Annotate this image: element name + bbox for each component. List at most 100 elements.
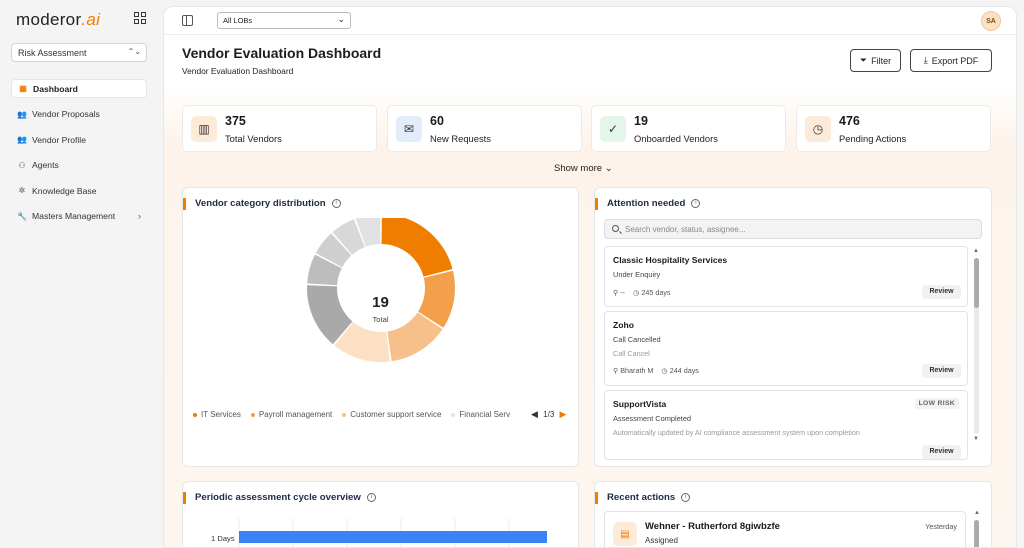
user-icon: ⚲ (613, 288, 621, 297)
donut-slice[interactable] (307, 254, 342, 286)
sidebar-item-knowledge-base[interactable]: ✲ Knowledge Base (11, 181, 147, 200)
show-more-toggle[interactable]: Show more ⌄ (554, 163, 613, 174)
sidebar-item-vendor-profile[interactable]: 👥 Vendor Profile (11, 130, 147, 149)
clock-icon: ◷ (661, 366, 670, 375)
filter-icon: ⏷ (859, 55, 868, 65)
sidebar-item-dashboard[interactable]: ▦ Dashboard (11, 79, 147, 98)
sidebar-toggle-icon[interactable] (182, 15, 193, 26)
legend-swatch (451, 412, 456, 417)
clock-icon: ◷ (633, 288, 642, 297)
donut-slice[interactable] (387, 312, 443, 362)
attention-item[interactable]: SupportVista LOW RISK Assessment Complet… (604, 390, 968, 460)
attention-card: Attention needed i Search vendor, status,… (594, 187, 992, 467)
info-icon[interactable]: i (691, 198, 701, 208)
vendor-status: Call Cancelled (613, 335, 661, 344)
attention-search-input[interactable]: Search vendor, status, assignee... (604, 219, 982, 239)
recent-action-status: Assigned (645, 536, 678, 545)
attention-item[interactable]: Classic Hospitality Services Under Enqui… (604, 246, 968, 307)
export-pdf-button[interactable]: ⤓ Export PDF (910, 49, 992, 72)
vendor-name: Classic Hospitality Services (613, 255, 728, 265)
card-title: Recent actions i (595, 492, 691, 504)
legend-pager: ◀ 1/3 ▶ (531, 409, 566, 420)
vendor-name: SupportVista (613, 399, 667, 409)
dashboard-content: Vendor Evaluation Dashboard Vendor Evalu… (164, 35, 1016, 547)
stat-value: 60 (430, 114, 444, 128)
clipboard-icon: ▤ (613, 522, 637, 546)
vendor-status: Under Enquiry (613, 270, 661, 279)
donut-slice[interactable] (334, 322, 390, 362)
user-avatar[interactable]: SA (981, 11, 1001, 31)
scroll-up-icon[interactable]: ▲ (974, 510, 980, 516)
vendor-status: Assessment Completed (613, 414, 692, 423)
item-meta: ⚲ Bharath M ◷ 244 days (613, 366, 699, 375)
donut-slice[interactable] (315, 233, 352, 268)
legend-item[interactable]: Financial Serv (451, 410, 510, 419)
stat-value: 19 (634, 114, 648, 128)
stat-label: New Requests (430, 133, 491, 144)
stat-card-onboarded-vendors[interactable]: ✓ 19 Onboarded Vendors (591, 105, 786, 152)
page-title: Vendor Evaluation Dashboard (182, 45, 382, 61)
info-icon[interactable]: i (681, 492, 691, 502)
filter-button-label: Filter (871, 55, 892, 66)
periodic-assessment-card: Periodic assessment cycle overview i 1 Da… (182, 481, 579, 547)
sidebar-item-label: Vendor Profile (32, 134, 86, 145)
module-select[interactable]: Risk Assessment ⌃⌄ (11, 43, 147, 62)
info-icon[interactable]: i (366, 492, 376, 502)
app-logo[interactable]: moderor.ai (16, 10, 101, 29)
agent-icon: ⚇ (18, 160, 26, 170)
sidebar: moderor.ai Risk Assessment ⌃⌄ ▦ Dashboard… (0, 0, 160, 548)
attention-scrollbar[interactable] (974, 258, 979, 434)
sidebar-item-label: Masters Management (32, 211, 116, 222)
donut-total-label: Total (372, 315, 389, 324)
scroll-thumb[interactable] (974, 520, 979, 547)
sidebar-item-vendor-proposals[interactable]: 👥 Vendor Proposals (11, 105, 147, 124)
card-title: Periodic assessment cycle overview i (183, 492, 376, 504)
legend-item[interactable]: Customer support service (342, 410, 441, 419)
info-icon[interactable]: i (331, 198, 341, 208)
apps-grid-icon[interactable] (134, 12, 146, 24)
recent-action-item[interactable]: ▤ Wehner - Rutherford 8giwbzfe Assigned … (604, 511, 966, 547)
recent-action-time: Yesterday (925, 522, 957, 531)
donut-slice[interactable] (418, 270, 456, 328)
periodic-bar-chart (238, 518, 547, 547)
building-icon: ▥ (191, 116, 217, 142)
legend-prev-icon[interactable]: ◀ (531, 409, 538, 419)
chevron-right-icon: › (138, 211, 141, 222)
review-button[interactable]: Review (922, 285, 961, 299)
donut-slice[interactable] (355, 218, 381, 247)
scroll-down-icon[interactable]: ▼ (973, 436, 979, 442)
download-icon: ⤓ (923, 55, 928, 65)
module-select-value: Risk Assessment (18, 48, 87, 58)
sidebar-item-agents[interactable]: ⚇ Agents (11, 156, 147, 175)
donut-slice[interactable] (307, 285, 353, 345)
sidebar-item-masters-management[interactable]: 🔧 Masters Management › (11, 207, 147, 226)
legend-item[interactable]: IT Services (193, 410, 241, 419)
legend-item[interactable]: Payroll management (250, 410, 332, 419)
main-panel: All LOBs ⌄ SA Vendor Evaluation Dashboar… (163, 6, 1017, 548)
review-button[interactable]: Review (922, 364, 961, 378)
item-meta: ⚲ -- ◷ 245 days (613, 288, 671, 297)
search-icon (612, 225, 619, 232)
donut-slice[interactable] (381, 218, 453, 277)
attention-item[interactable]: Zoho Call Cancelled Call Cancel ⚲ Bharat… (604, 311, 968, 386)
filter-button[interactable]: ⏷ Filter (850, 49, 901, 72)
donut-slice[interactable] (332, 219, 365, 255)
lob-select[interactable]: All LOBs ⌄ (217, 12, 351, 29)
users-icon: 👥 (17, 135, 27, 145)
legend-swatch (250, 412, 255, 417)
stat-card-pending-actions[interactable]: ◷ 476 Pending Actions (796, 105, 991, 152)
review-button[interactable]: Review (922, 445, 961, 459)
sidebar-item-label: Dashboard (33, 83, 78, 94)
recent-action-title: Wehner - Rutherford 8giwbzfe (645, 521, 780, 532)
inbox-icon: ✉ (396, 116, 422, 142)
stat-card-new-requests[interactable]: ✉ 60 New Requests (387, 105, 582, 152)
scroll-thumb[interactable] (974, 258, 979, 308)
legend-next-icon[interactable]: ▶ (559, 409, 567, 419)
stat-card-total-vendors[interactable]: ▥ 375 Total Vendors (182, 105, 377, 152)
stat-label: Onboarded Vendors (634, 133, 718, 144)
recent-scrollbar[interactable] (974, 520, 979, 547)
lob-select-value: All LOBs (223, 16, 253, 25)
topbar: All LOBs ⌄ SA (164, 7, 1016, 35)
scroll-up-icon[interactable]: ▲ (973, 248, 979, 254)
legend-swatch (193, 412, 197, 417)
